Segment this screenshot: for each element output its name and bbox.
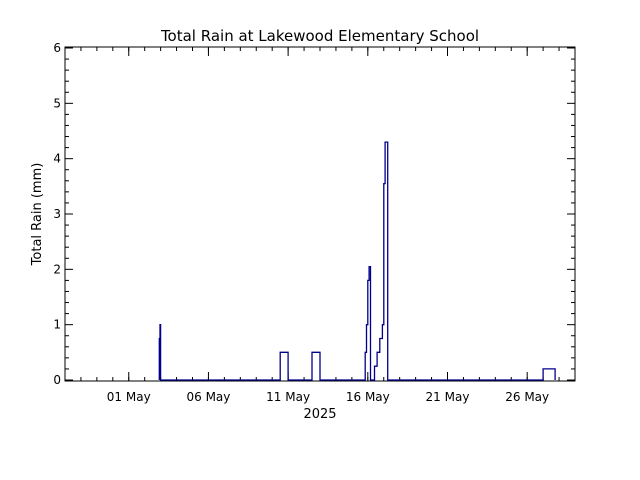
y-tick-label: 3 [53, 207, 61, 221]
plot-frame [64, 46, 576, 382]
x-tick-label: 06 May [186, 390, 230, 404]
x-tick-label: 16 May [346, 390, 390, 404]
series-line-total-rain [158, 141, 556, 381]
x-tick-label: 11 May [266, 390, 310, 404]
x-tick-label: 01 May [107, 390, 151, 404]
y-axis: 0 1 2 3 4 5 6 [53, 41, 575, 387]
y-axis-label: Total Rain (mm) [30, 163, 45, 267]
y-tick-label: 4 [53, 152, 61, 166]
y-tick-label: 1 [53, 318, 61, 332]
x-tick-label: 26 May [505, 390, 549, 404]
chart-title: Total Rain at Lakewood Elementary School [160, 27, 479, 45]
y-tick-label: 6 [53, 41, 61, 55]
x-tick-label: 21 May [426, 390, 470, 404]
x-axis: 01 May 06 May 11 May 16 May 21 May 26 May [80, 47, 560, 404]
y-tick-label: 0 [53, 373, 61, 387]
y-tick-label: 2 [53, 262, 61, 276]
x-axis-label: 2025 [303, 407, 336, 422]
y-tick-label: 5 [53, 96, 61, 110]
